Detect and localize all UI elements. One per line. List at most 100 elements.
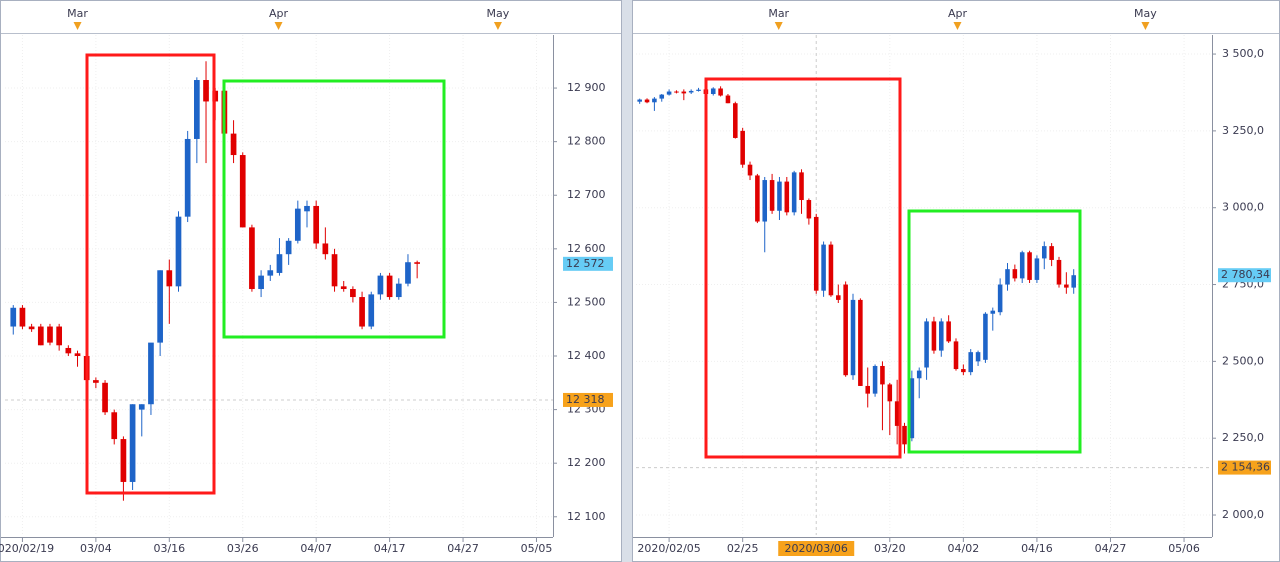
candle-body bbox=[894, 401, 900, 426]
last-price-label: 12 572 bbox=[566, 257, 605, 270]
candle-body bbox=[733, 103, 738, 138]
x-tick-label: 03/04 bbox=[80, 542, 112, 555]
candle-body bbox=[203, 80, 209, 102]
candle-body bbox=[230, 133, 237, 156]
x-tick-label: 2020/02/19 bbox=[0, 542, 54, 555]
month-label: Apr bbox=[948, 7, 968, 20]
highlight-box-green bbox=[907, 209, 1082, 454]
candle-body bbox=[747, 164, 753, 176]
candle-body bbox=[368, 294, 375, 327]
last-price-label: 2 780,34 bbox=[1221, 268, 1270, 281]
candle-body bbox=[1012, 269, 1018, 279]
month-marker bbox=[274, 22, 283, 30]
y-tick-label: 3 250,0 bbox=[1222, 124, 1264, 137]
candle-body bbox=[674, 91, 679, 93]
candle-body bbox=[762, 180, 768, 222]
candle-body bbox=[666, 91, 672, 95]
candle-body bbox=[909, 378, 915, 439]
month-label: May bbox=[487, 7, 510, 20]
candle-body bbox=[37, 326, 44, 346]
candle-body bbox=[872, 365, 878, 394]
candle-body bbox=[725, 95, 731, 104]
candle-body bbox=[1034, 258, 1040, 280]
candle-body bbox=[769, 180, 775, 211]
candle-body bbox=[359, 297, 365, 327]
month-label: May bbox=[1134, 7, 1157, 20]
x-tick-label: 05/05 bbox=[521, 542, 553, 555]
candle-body bbox=[997, 284, 1003, 313]
candle-body bbox=[28, 326, 35, 330]
candle-body bbox=[931, 321, 937, 351]
candle-body bbox=[858, 299, 863, 386]
candle-body bbox=[681, 91, 687, 94]
candle-body bbox=[258, 275, 264, 290]
candle-body bbox=[813, 216, 819, 291]
candle-body bbox=[74, 353, 81, 357]
x-tick-label: 03/20 bbox=[874, 542, 906, 555]
candle-body bbox=[755, 175, 760, 222]
candle-body bbox=[1056, 259, 1062, 285]
candle-body bbox=[740, 130, 745, 165]
candle-body bbox=[865, 385, 871, 394]
candle-body bbox=[939, 321, 944, 351]
x-tick-label: 05/06 bbox=[1168, 542, 1200, 555]
candle-body bbox=[10, 307, 17, 327]
month-label: Mar bbox=[768, 7, 789, 20]
candle-body bbox=[799, 172, 804, 201]
candle-body bbox=[102, 382, 108, 413]
candle-body bbox=[924, 321, 929, 368]
last-price-box bbox=[1218, 268, 1271, 283]
candle-body bbox=[331, 254, 338, 287]
candle-body bbox=[718, 88, 723, 96]
candle-body bbox=[777, 181, 782, 211]
candle-body bbox=[850, 299, 856, 376]
candle-body bbox=[405, 262, 411, 284]
y-tick-label: 3 000,0 bbox=[1222, 201, 1264, 214]
candle-body bbox=[990, 310, 996, 314]
candle-body bbox=[148, 342, 154, 405]
y-tick-label: 12 200 bbox=[567, 456, 606, 469]
candle-body bbox=[304, 205, 310, 212]
candle-body bbox=[828, 244, 834, 296]
candle-body bbox=[887, 384, 893, 402]
candle-body bbox=[93, 380, 99, 383]
y-tick-label: 2 250,0 bbox=[1222, 431, 1264, 444]
y-tick-label: 12 600 bbox=[567, 242, 606, 255]
candle-body bbox=[968, 352, 973, 373]
candle-body bbox=[652, 98, 657, 103]
candle-body bbox=[239, 155, 246, 228]
x-tick-label: 04/27 bbox=[1095, 542, 1127, 555]
price-marker-label: 2 154,36 bbox=[1221, 461, 1270, 474]
candle-body bbox=[19, 307, 26, 327]
candle-body bbox=[194, 80, 200, 139]
y-tick-label: 3 500,0 bbox=[1222, 47, 1264, 60]
candle-body bbox=[47, 326, 53, 343]
x-tick-label: 03/16 bbox=[153, 542, 185, 555]
x-tick-label: 2020/02/05 bbox=[637, 542, 700, 555]
date-marker-label: 2020/03/06 bbox=[785, 542, 848, 555]
candle-body bbox=[1019, 252, 1025, 279]
price-marker-label: 12 318 bbox=[566, 393, 605, 406]
candle-body bbox=[414, 262, 420, 264]
candle-body bbox=[138, 404, 145, 410]
candle-body bbox=[377, 275, 384, 295]
candle-body bbox=[983, 313, 988, 360]
candle-body bbox=[340, 286, 347, 290]
x-tick-label: 03/26 bbox=[227, 542, 259, 555]
candle-body bbox=[276, 254, 283, 273]
y-tick-label: 2 500,0 bbox=[1222, 354, 1264, 367]
month-marker bbox=[73, 22, 82, 30]
x-tick-label: 02/25 bbox=[727, 542, 759, 555]
last-price-box bbox=[563, 256, 613, 271]
candle-body bbox=[294, 208, 301, 241]
candle-body bbox=[946, 321, 951, 342]
candle-body bbox=[902, 425, 907, 445]
candle-body bbox=[175, 216, 182, 287]
candle-body bbox=[961, 369, 966, 373]
candle-body bbox=[696, 89, 701, 91]
candle-body bbox=[806, 200, 812, 219]
candle-body bbox=[129, 404, 136, 482]
candle-body bbox=[784, 181, 790, 213]
month-marker bbox=[953, 22, 962, 30]
